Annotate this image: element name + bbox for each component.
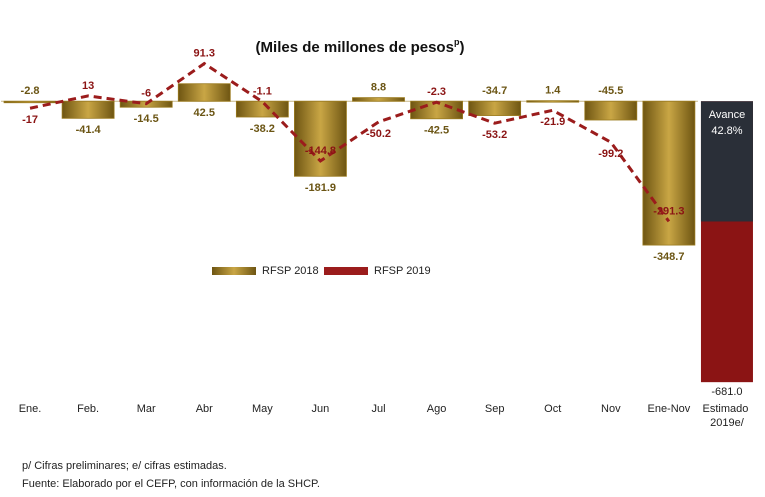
title-sup: p xyxy=(454,37,460,47)
bar xyxy=(61,100,115,119)
footnote: p/ Cifras preliminares; e/ cifras estima… xyxy=(22,460,227,472)
bar xyxy=(177,83,231,102)
bar xyxy=(410,100,463,120)
estimate-label: -681.0 xyxy=(711,386,742,398)
data-label: 8.8 xyxy=(371,82,386,94)
data-label: -6 xyxy=(141,88,151,100)
x-tick-label: Estimado 2019e/ xyxy=(703,403,752,429)
data-label: 1.4 xyxy=(545,85,561,97)
chart-title: (Miles de millones de pesosp) xyxy=(256,37,465,56)
data-label: -2.3 xyxy=(427,86,446,98)
bar xyxy=(294,100,347,177)
line xyxy=(29,61,671,223)
data-label: -45.5 xyxy=(598,85,623,97)
data-label: -41.4 xyxy=(76,124,102,136)
data-label: -17 xyxy=(22,114,38,126)
legend-label: RFSP 2018 xyxy=(262,265,319,277)
x-tick-label: Ene. xyxy=(19,403,42,415)
x-tick-label: Sep xyxy=(485,403,505,415)
x-tick-label: Oct xyxy=(544,403,561,415)
data-label: -38.2 xyxy=(250,123,275,135)
data-label: -291.3 xyxy=(653,205,684,217)
title-end: ) xyxy=(459,39,464,56)
data-label: -2.8 xyxy=(21,85,40,97)
x-tick-label: Nov xyxy=(601,403,621,415)
bar xyxy=(642,100,696,246)
data-label: -181.9 xyxy=(305,182,336,194)
x-tick-label: Ene-Nov xyxy=(647,403,690,415)
progress-label: Avance xyxy=(709,109,746,121)
progress-value: 42.8% xyxy=(711,125,742,137)
data-label: -53.2 xyxy=(482,129,507,141)
bar xyxy=(235,100,289,118)
bar xyxy=(526,100,580,103)
data-label: -14.5 xyxy=(134,113,159,125)
progress-bar xyxy=(700,101,753,222)
legend-label: RFSP 2019 xyxy=(374,265,431,277)
bar xyxy=(3,100,57,104)
legend-swatch xyxy=(324,267,368,275)
data-label: -21.9 xyxy=(540,116,565,128)
x-tick-label: May xyxy=(252,403,273,415)
data-label: -34.7 xyxy=(482,85,507,97)
bar xyxy=(584,100,638,121)
footnote: Fuente: Elaborado por el CEFP, con infor… xyxy=(22,478,320,490)
data-label: 91.3 xyxy=(194,47,215,59)
title-main: (Miles de millones de pesos xyxy=(256,39,454,56)
data-label: -144.8 xyxy=(305,145,336,157)
legend-swatch xyxy=(212,267,256,275)
data-label: -348.7 xyxy=(653,251,684,263)
x-tick-label: Mar xyxy=(137,403,156,415)
x-tick-label: Abr xyxy=(196,403,213,415)
x-tick-label: Ago xyxy=(427,403,447,415)
data-label: -99.2 xyxy=(598,148,623,160)
data-label: -42.5 xyxy=(424,125,449,137)
x-tick-label: Jun xyxy=(312,403,330,415)
bar xyxy=(352,97,405,102)
data-label: 42.5 xyxy=(194,107,215,119)
x-tick-label: Feb. xyxy=(77,403,99,415)
bar xyxy=(468,100,522,116)
data-label: -1.1 xyxy=(253,86,272,98)
data-label: -50.2 xyxy=(366,128,391,140)
x-tick-label: Jul xyxy=(371,403,385,415)
data-label: 13 xyxy=(82,80,94,92)
